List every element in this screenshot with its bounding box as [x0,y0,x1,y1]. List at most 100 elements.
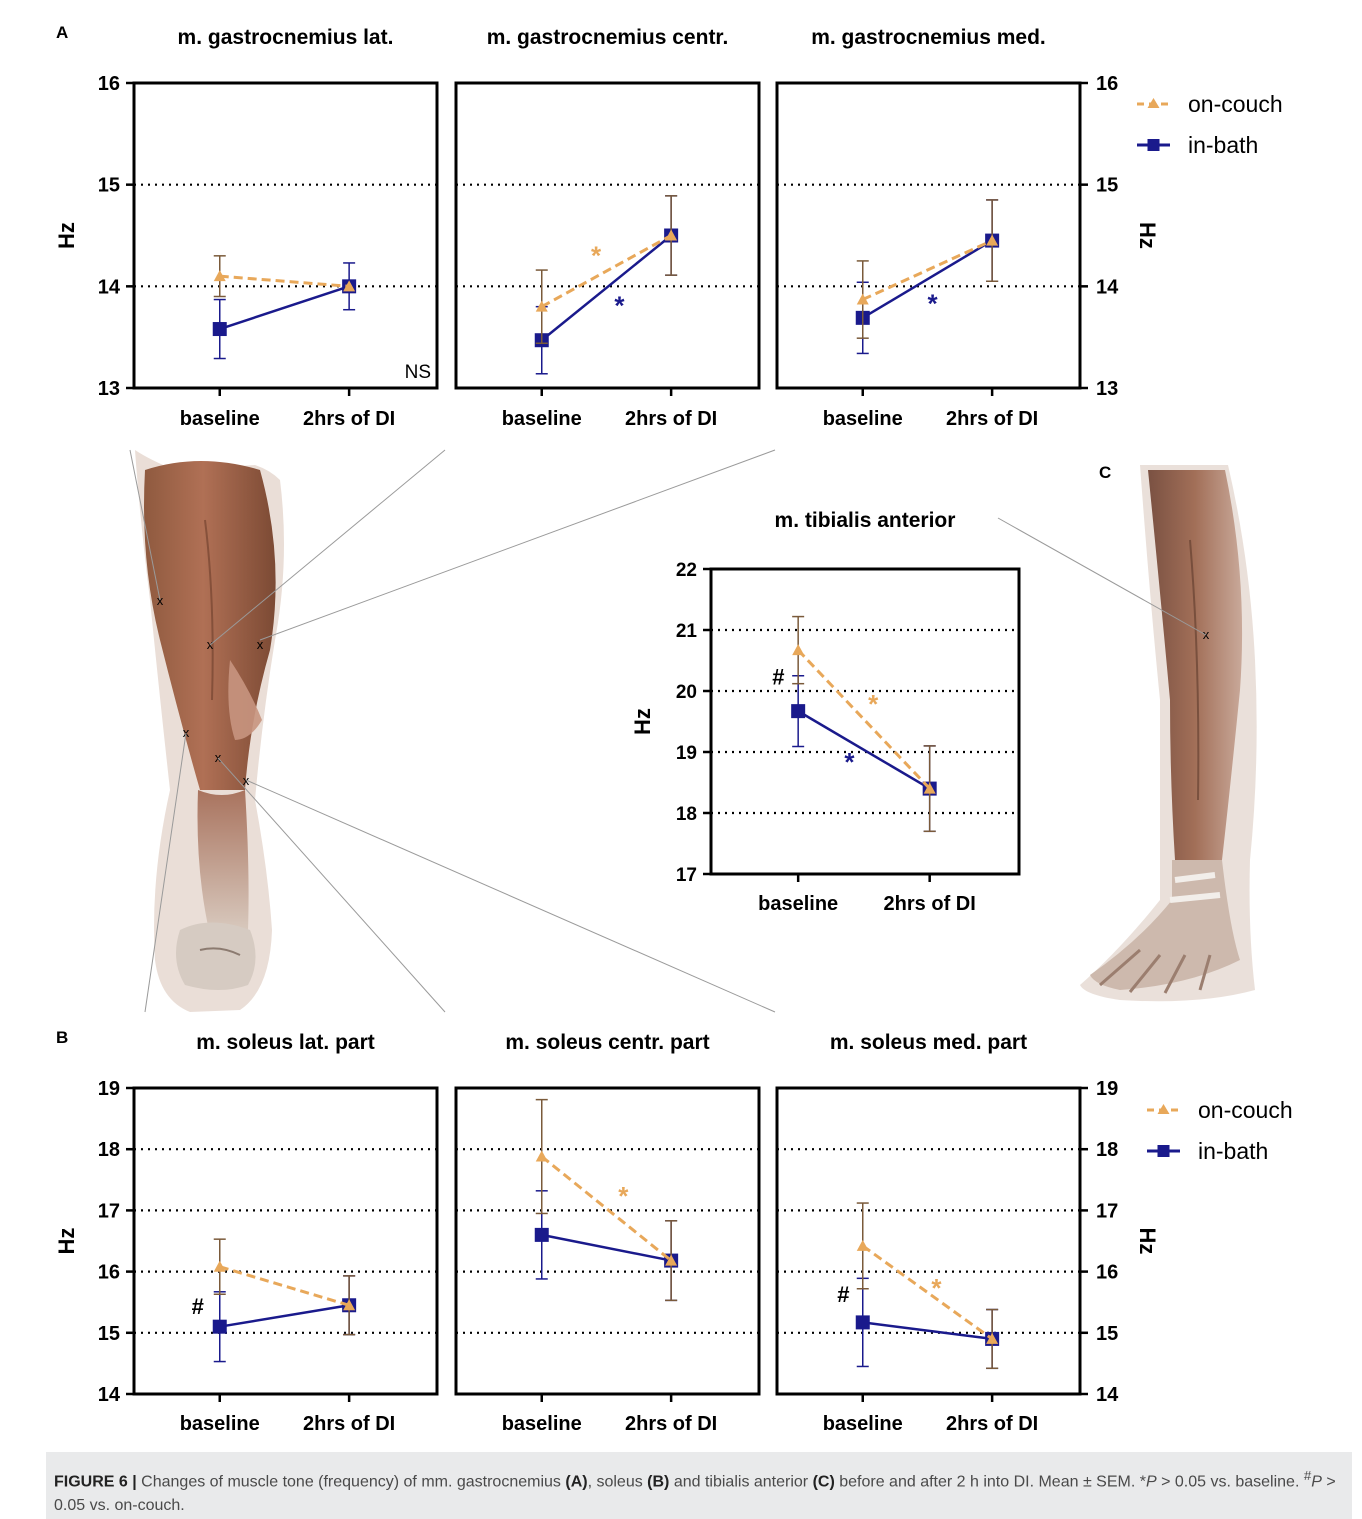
chart-soleus-med: m. soleus med. part 14 15 16 17 18 19 Hz baselin… [775,1031,1160,1435]
plot-frame [454,1086,761,1396]
x-tick-label: 2hrs of DI [625,1413,717,1435]
legend-top-in-bath-marker [1147,139,1160,151]
point-on-couch [535,300,548,312]
svg-text:x: x [215,750,222,765]
caption-text-2: , soleus [587,1473,648,1491]
series-line-on-couch [219,274,350,288]
point-in-bath [534,1227,549,1242]
svg-text:x: x [157,593,164,608]
y-tick-label: 14 [1096,1384,1119,1406]
chart-title: m. tibialis anterior [775,509,956,532]
x-tick-label: baseline [180,1413,260,1435]
legend-top-on-couch-marker [1147,98,1160,108]
legend-bottom-on-couch-marker [1157,1104,1170,1114]
point-on-couch [792,644,805,656]
y-axis-label: Hz [54,222,79,249]
series-line-in-bath [797,710,931,790]
svg-text:x: x [257,637,264,652]
anterior-leg-illustration [1080,465,1257,1002]
caption-p-1: P [1145,1473,1157,1491]
plot-frame [132,81,439,390]
x-tick-label: baseline [180,408,260,430]
x-tick-label: 2hrs of DI [303,408,395,430]
significance-annotation: * [614,291,625,321]
chart-title: m. soleus lat. part [196,1031,375,1054]
significance-annotation: * [591,241,602,271]
y-tick-label: 19 [676,743,697,764]
chart-title: m. gastrocnemius centr. [487,26,729,49]
chart-gastrocnemius-lat: m. gastrocnemius lat. 13 14 15 16 Hz baseline 2… [54,26,439,430]
legend-top: on-couch in-bath [1137,91,1283,158]
caption-background [46,1452,1352,1519]
panel-letter-c: C [1099,463,1111,482]
plot-frame [454,81,761,390]
y-tick-label: 16 [1096,1262,1118,1284]
series-line-in-bath [219,1304,350,1328]
caption-ref-c: (C) [812,1473,835,1491]
series-line-on-couch [540,1155,673,1262]
significance-annotation: * [618,1181,629,1211]
chart-gastrocnemius-centr: m. gastrocnemius centr. baseline 2hrs of D… [454,26,761,430]
x-tick-label: 2hrs of DI [946,408,1038,430]
y-tick-label: 16 [98,73,120,95]
plot-frame [775,81,1082,390]
x-tick-label: 2hrs of DI [625,408,717,430]
y-tick-label: 22 [676,560,697,581]
y-tick-label: 20 [676,682,697,703]
caption-ref-b: (B) [647,1473,670,1491]
series-line-on-couch [797,649,931,790]
figure: x x x x x x x A B C m. gastrocnemius lat… [54,23,1293,1435]
series-line-in-bath [541,1233,672,1262]
hash-annotation: # [837,1282,849,1307]
x-tick-label: 2hrs of DI [884,893,976,915]
y-tick-label: 17 [1096,1200,1118,1222]
point-on-couch [856,293,869,305]
point-on-couch [213,1260,226,1272]
y-tick-label: 17 [98,1200,120,1222]
y-tick-label: 13 [1096,378,1118,400]
point-in-bath [855,1315,870,1330]
y-tick-label: 17 [676,865,697,886]
caption-text-3: and tibialis anterior [669,1473,813,1491]
hash-annotation: # [192,1294,204,1319]
y-tick-label: 16 [98,1262,120,1284]
y-tick-label: 18 [1096,1139,1118,1161]
x-tick-label: baseline [823,1413,903,1435]
series-line-on-couch [862,239,993,301]
figure-caption: FIGURE 6 | Changes of muscle tone (frequ… [54,1464,1344,1518]
y-tick-label: 15 [98,1323,120,1345]
series-line-on-couch [541,234,672,308]
legend-top-in-bath-label: in-bath [1188,132,1258,158]
series-line-in-bath [219,285,350,331]
caption-text-6: > 0.05 vs. on-couch. [54,1473,1336,1515]
chart-soleus-lat: m. soleus lat. part 14 15 16 17 18 19 Hz baselin… [54,1031,439,1435]
chart-title: m. gastrocnemius med. [811,26,1046,49]
point-on-couch [986,234,999,246]
y-tick-label: 14 [1096,276,1119,298]
y-tick-label: 15 [1096,1323,1118,1345]
svg-text:x: x [183,725,190,740]
caption-text-1: Changes of muscle tone (frequency) of mm… [136,1473,566,1491]
y-tick-label: 18 [98,1139,120,1161]
panel-letter-b: B [56,1028,68,1047]
x-tick-label: baseline [758,893,838,915]
point-on-couch [665,229,678,241]
x-tick-label: 2hrs of DI [303,1413,395,1435]
caption-ref-a: (A) [565,1473,588,1491]
chart-gastrocnemius-med: m. gastrocnemius med. 13 14 15 16 Hz baseline 2… [775,26,1160,430]
caption-text-5: > 0.05 vs. baseline. [1156,1473,1304,1491]
series-line-in-bath [862,239,993,319]
series-line-on-couch [219,1265,350,1307]
connector-lines [129,449,1207,1013]
y-tick-label: 21 [676,621,698,642]
svg-text:x: x [1203,627,1210,642]
ns-note: NS [405,362,431,383]
y-tick-label: 16 [1096,73,1118,95]
legend-bottom-in-bath-marker [1157,1145,1170,1157]
significance-annotation: * [868,689,879,719]
point-on-couch [923,782,936,794]
legend-bottom: on-couch in-bath [1147,1097,1293,1164]
significance-annotation: * [928,289,939,319]
x-tick-label: baseline [502,408,582,430]
caption-p-2: P [1311,1473,1322,1491]
